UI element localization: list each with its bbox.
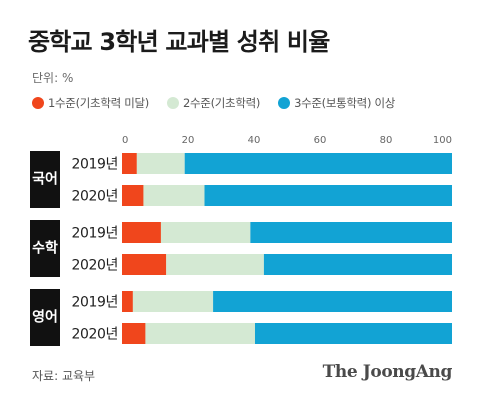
- x-tick-label: 60: [314, 135, 327, 146]
- year-label: 2020년: [71, 327, 118, 343]
- year-label: 2020년: [71, 189, 118, 205]
- bar-segment: [122, 222, 161, 243]
- year-label: 2019년: [71, 157, 118, 173]
- x-tick-label: 80: [380, 135, 393, 146]
- bar-segment: [136, 153, 185, 174]
- x-tick-label: 0: [122, 135, 128, 146]
- bar-segment: [213, 291, 452, 312]
- bar-segment: [263, 254, 452, 275]
- bar-segment: [143, 185, 205, 206]
- legend-item-level-2: 2수준(기초학력): [167, 95, 260, 111]
- bar-segment: [204, 185, 452, 206]
- bar-segment: [166, 254, 264, 275]
- legend-label-level-3: 3수준(보통학력) 이상: [294, 96, 396, 110]
- x-tick-label: 20: [182, 135, 195, 146]
- x-tick-label: 40: [248, 135, 261, 146]
- chart-title: 중학교 3학년 교과별 성취 비율: [28, 28, 330, 56]
- legend-label-level-1: 1수준(기초학력 미달): [48, 96, 149, 110]
- subject-label: 영어: [32, 309, 58, 326]
- bar-segment: [145, 323, 255, 344]
- legend: 1수준(기초학력 미달) 2수준(기초학력) 3수준(보통학력) 이상: [32, 95, 395, 111]
- bar-segment: [122, 291, 133, 312]
- legend-swatch-level-3: [278, 97, 291, 109]
- bar-segment: [250, 222, 452, 243]
- bar-segment: [132, 291, 214, 312]
- legend-swatch-level-1: [32, 97, 44, 109]
- subject-label-box: [30, 220, 60, 277]
- unit-label: 단위: %: [32, 71, 74, 85]
- bar-segment: [122, 185, 144, 206]
- subject-label: 수학: [32, 241, 58, 257]
- year-label: 2019년: [71, 295, 118, 311]
- subject-label-box: [30, 289, 60, 346]
- subject-label-box: [30, 151, 60, 208]
- legend-item-level-1: 1수준(기초학력 미달): [32, 95, 149, 111]
- bar-segment: [254, 323, 452, 344]
- year-label: 2019년: [71, 226, 118, 242]
- legend-swatch-level-2: [167, 97, 179, 109]
- year-label: 2020년: [71, 258, 118, 274]
- bar-segment: [184, 153, 452, 174]
- bar-segment: [122, 254, 167, 275]
- legend-item-level-3: 3수준(보통학력) 이상: [278, 95, 395, 111]
- bar-segment: [122, 153, 137, 174]
- subject-label: 국어: [32, 171, 58, 188]
- legend-label-level-2: 2수준(기초학력): [183, 96, 261, 110]
- x-tick-label: 100: [433, 135, 452, 146]
- bar-segment: [160, 222, 251, 243]
- source-note: 자료: 교육부: [32, 369, 96, 383]
- bar-segment: [122, 323, 146, 344]
- publisher-logo: The JoongAng: [322, 362, 453, 382]
